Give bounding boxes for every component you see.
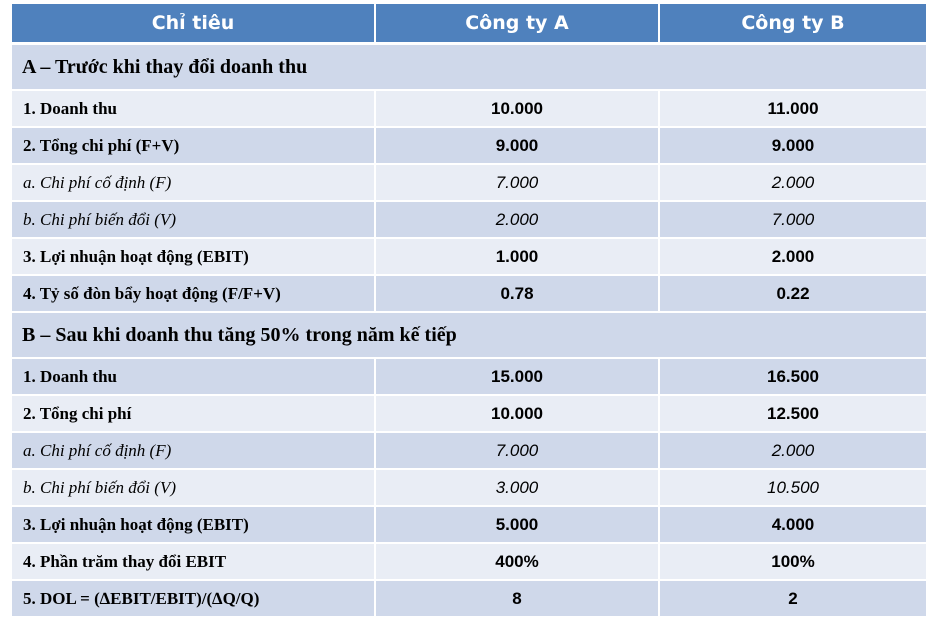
table-row: b. Chi phí biến đổi (V) 3.000 10.500 [12,470,926,507]
row-label: b. Chi phí biến đổi (V) [12,202,376,239]
value-b: 12.500 [660,396,926,433]
value-b: 4.000 [660,507,926,544]
value-a: 5.000 [376,507,660,544]
value-b: 100% [660,544,926,581]
row-label: 1. Doanh thu [12,91,376,128]
value-b: 0.22 [660,276,926,313]
section-b-row: B – Sau khi doanh thu tăng 50% trong năm… [12,313,926,359]
row-label: 2. Tổng chi phí [12,396,376,433]
row-label: 3. Lợi nhuận hoạt động (EBIT) [12,507,376,544]
value-b: 2.000 [660,239,926,276]
value-b: 2.000 [660,433,926,470]
comparison-table: Chỉ tiêu Công ty A Công ty B A – Trước k… [12,4,926,618]
table-row: 3. Lợi nhuận hoạt động (EBIT) 1.000 2.00… [12,239,926,276]
table-row: 1. Doanh thu 10.000 11.000 [12,91,926,128]
value-a: 9.000 [376,128,660,165]
row-label: 3. Lợi nhuận hoạt động (EBIT) [12,239,376,276]
value-a: 8 [376,581,660,618]
table-row: a. Chi phí cố định (F) 7.000 2.000 [12,165,926,202]
value-b: 9.000 [660,128,926,165]
table-row: 4. Phần trăm thay đổi EBIT 400% 100% [12,544,926,581]
table-row: 2. Tổng chi phí (F+V) 9.000 9.000 [12,128,926,165]
row-label: 4. Phần trăm thay đổi EBIT [12,544,376,581]
value-a: 3.000 [376,470,660,507]
row-label: 5. DOL = (∆EBIT/EBIT)/(∆Q/Q) [12,581,376,618]
section-a-title: A – Trước khi thay đổi doanh thu [12,45,926,91]
table-row: a. Chi phí cố định (F) 7.000 2.000 [12,433,926,470]
table-header-row: Chỉ tiêu Công ty A Công ty B [12,4,926,45]
value-a: 0.78 [376,276,660,313]
section-a-row: A – Trước khi thay đổi doanh thu [12,45,926,91]
section-b-title: B – Sau khi doanh thu tăng 50% trong năm… [12,313,926,359]
row-label: 2. Tổng chi phí (F+V) [12,128,376,165]
value-b: 2 [660,581,926,618]
value-a: 7.000 [376,165,660,202]
value-b: 11.000 [660,91,926,128]
row-label: a. Chi phí cố định (F) [12,433,376,470]
value-b: 16.500 [660,359,926,396]
value-a: 10.000 [376,396,660,433]
value-a: 15.000 [376,359,660,396]
value-a: 400% [376,544,660,581]
row-label: 1. Doanh thu [12,359,376,396]
table-row: 5. DOL = (∆EBIT/EBIT)/(∆Q/Q) 8 2 [12,581,926,618]
table-row: 1. Doanh thu 15.000 16.500 [12,359,926,396]
table-row: 2. Tổng chi phí 10.000 12.500 [12,396,926,433]
value-b: 7.000 [660,202,926,239]
row-label: a. Chi phí cố định (F) [12,165,376,202]
value-b: 2.000 [660,165,926,202]
header-cong-ty-a: Công ty A [376,4,660,45]
table-row: b. Chi phí biến đổi (V) 2.000 7.000 [12,202,926,239]
row-label: 4. Tỷ số đòn bẩy hoạt động (F/F+V) [12,276,376,313]
value-a: 10.000 [376,91,660,128]
value-a: 1.000 [376,239,660,276]
row-label: b. Chi phí biến đổi (V) [12,470,376,507]
value-b: 10.500 [660,470,926,507]
value-a: 2.000 [376,202,660,239]
header-cong-ty-b: Công ty B [660,4,926,45]
table-row: 3. Lợi nhuận hoạt động (EBIT) 5.000 4.00… [12,507,926,544]
value-a: 7.000 [376,433,660,470]
table-row: 4. Tỷ số đòn bẩy hoạt động (F/F+V) 0.78 … [12,276,926,313]
header-chi-tieu: Chỉ tiêu [12,4,376,45]
